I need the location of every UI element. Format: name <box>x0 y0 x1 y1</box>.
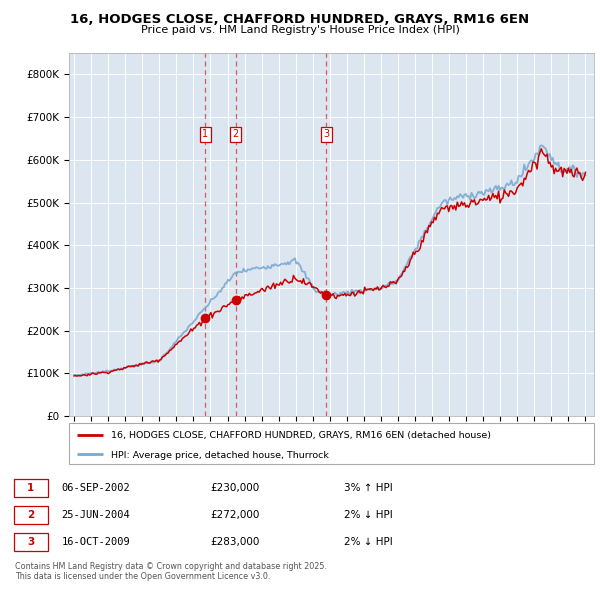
Text: 06-SEP-2002: 06-SEP-2002 <box>61 483 130 493</box>
Text: 2% ↓ HPI: 2% ↓ HPI <box>344 537 392 547</box>
Text: £230,000: £230,000 <box>210 483 259 493</box>
Text: £283,000: £283,000 <box>210 537 259 547</box>
FancyBboxPatch shape <box>14 533 47 551</box>
Text: Price paid vs. HM Land Registry's House Price Index (HPI): Price paid vs. HM Land Registry's House … <box>140 25 460 35</box>
Text: 16-OCT-2009: 16-OCT-2009 <box>61 537 130 547</box>
Text: 3: 3 <box>27 537 34 547</box>
Text: 2: 2 <box>27 510 34 520</box>
Text: 16, HODGES CLOSE, CHAFFORD HUNDRED, GRAYS, RM16 6EN: 16, HODGES CLOSE, CHAFFORD HUNDRED, GRAY… <box>70 13 530 26</box>
Text: 1: 1 <box>27 483 34 493</box>
Text: 16, HODGES CLOSE, CHAFFORD HUNDRED, GRAYS, RM16 6EN (detached house): 16, HODGES CLOSE, CHAFFORD HUNDRED, GRAY… <box>111 431 491 440</box>
FancyBboxPatch shape <box>69 423 594 464</box>
Text: 25-JUN-2004: 25-JUN-2004 <box>61 510 130 520</box>
Text: Contains HM Land Registry data © Crown copyright and database right 2025.
This d: Contains HM Land Registry data © Crown c… <box>15 562 327 581</box>
Text: £272,000: £272,000 <box>210 510 259 520</box>
Text: 2: 2 <box>233 129 239 139</box>
Text: 1: 1 <box>202 129 208 139</box>
FancyBboxPatch shape <box>14 506 47 524</box>
Text: HPI: Average price, detached house, Thurrock: HPI: Average price, detached house, Thur… <box>111 451 329 460</box>
Text: 3% ↑ HPI: 3% ↑ HPI <box>344 483 392 493</box>
FancyBboxPatch shape <box>14 478 47 497</box>
Text: 2% ↓ HPI: 2% ↓ HPI <box>344 510 392 520</box>
Text: 3: 3 <box>323 129 329 139</box>
